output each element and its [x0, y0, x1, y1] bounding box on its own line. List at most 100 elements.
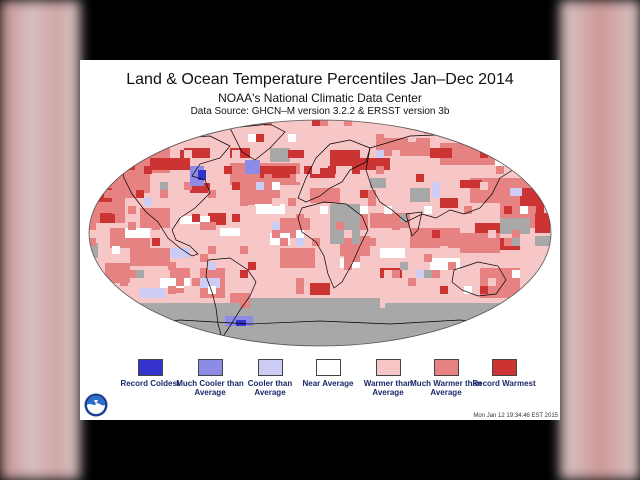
percentile-cell — [512, 270, 520, 278]
percentile-cell — [192, 278, 200, 286]
percentile-cell — [192, 214, 200, 222]
percentile-cell — [496, 150, 504, 158]
percentile-cell — [176, 278, 184, 286]
percentile-cell — [296, 286, 304, 294]
percentile-cell — [392, 150, 400, 158]
percentile-cell — [304, 166, 312, 174]
percentile-cell — [495, 158, 515, 166]
percentile-cell — [544, 134, 551, 142]
percentile-cell — [120, 182, 128, 190]
percentile-cell — [512, 238, 520, 246]
legend-swatch — [197, 359, 223, 376]
africa-outline — [297, 201, 369, 289]
legend-item-near-average: Near Average — [292, 359, 364, 388]
greenland-outline — [229, 123, 286, 161]
percentile-cell — [248, 134, 256, 142]
percentile-cell — [528, 166, 536, 174]
percentile-cell — [288, 150, 296, 158]
percentile-cell — [180, 148, 210, 158]
percentile-cell — [248, 262, 256, 270]
percentile-cell — [140, 288, 165, 298]
percentile-cell — [232, 214, 240, 222]
record-coldest-patch — [198, 170, 206, 180]
percentile-cell — [410, 188, 430, 202]
percentile-cell — [128, 270, 136, 278]
percentile-cell — [89, 238, 96, 246]
legend-swatch — [433, 359, 459, 376]
percentile-cell — [510, 188, 522, 196]
legend-label: Much Cooler than Average — [176, 379, 244, 397]
percentile-cell — [536, 206, 544, 214]
percentile-cell — [320, 206, 328, 214]
percentile-cell — [370, 178, 386, 188]
percentile-cell — [480, 150, 488, 158]
percentile-cell — [344, 230, 352, 238]
legend-label: Cooler than Average — [247, 379, 293, 397]
percentile-cell — [535, 178, 545, 186]
much-cooler-patch — [245, 160, 260, 174]
percentile-cell — [270, 148, 290, 162]
percentile-cell — [384, 270, 392, 278]
percentile-cell — [272, 182, 280, 190]
percentile-cell — [544, 142, 551, 150]
percentile-cell — [256, 182, 264, 190]
percentile-cell — [136, 270, 144, 278]
percentile-cell — [496, 166, 504, 174]
percentile-cell — [344, 238, 352, 246]
percentile-cell — [224, 120, 232, 126]
percentile-cell — [280, 238, 288, 246]
percentile-cell — [430, 148, 452, 158]
legend-item-much-cooler: Much Cooler than Average — [174, 359, 246, 397]
percentile-cell — [192, 238, 200, 246]
percentile-cell — [368, 190, 376, 198]
percentile-cell — [440, 246, 448, 254]
legend-item-much-warmer: Much Warmer than Average — [410, 359, 482, 397]
percentile-cell — [150, 158, 190, 170]
percentile-cell — [120, 190, 128, 198]
percentile-cell — [416, 174, 424, 182]
percentile-cell — [240, 270, 248, 278]
percentile-cell — [120, 126, 128, 134]
percentile-cell — [112, 150, 120, 158]
percentile-cell — [80, 222, 88, 230]
percentile-cell — [464, 286, 472, 294]
percentile-cell — [312, 120, 320, 126]
percentile-cell — [520, 206, 528, 214]
percentile-cell — [152, 150, 160, 158]
percentile-cell — [200, 120, 208, 126]
legend-item-warmer: Warmer than Average — [352, 359, 424, 397]
percentile-cell — [272, 230, 280, 238]
percentile-cell — [184, 286, 192, 294]
percentile-cell — [280, 270, 288, 278]
percentile-cell — [488, 278, 496, 286]
north-america-outline — [119, 135, 231, 257]
percentile-cell — [504, 238, 512, 246]
percentile-cell — [360, 158, 390, 170]
percentile-cell — [80, 118, 88, 126]
percentile-cell — [528, 120, 536, 126]
percentile-cell — [160, 278, 190, 288]
percentile-cell — [288, 166, 296, 174]
percentile-cell — [208, 222, 216, 230]
percentile-cell — [208, 286, 216, 294]
percentile-cell — [488, 238, 496, 246]
percentile-cell — [168, 262, 176, 270]
percentile-cell — [360, 150, 368, 158]
percentile-cell — [460, 180, 482, 188]
percentile-cell — [408, 278, 416, 286]
percentile-cell — [432, 230, 440, 238]
percentile-cell — [96, 286, 104, 294]
legend-swatch — [375, 359, 401, 376]
percentile-cell — [240, 166, 248, 174]
percentile-cell — [89, 222, 96, 230]
background-blur-left — [0, 0, 80, 480]
percentile-cell — [160, 126, 168, 134]
percentile-cell — [535, 213, 550, 233]
percentile-cell — [416, 120, 424, 126]
percentile-cell — [344, 120, 352, 126]
legend-item-record-coldest: Record Coldest — [114, 359, 186, 388]
percentile-cell — [128, 222, 136, 230]
percentile-cell — [144, 198, 152, 206]
percentile-cell — [125, 228, 150, 238]
percentile-cell — [110, 138, 140, 148]
